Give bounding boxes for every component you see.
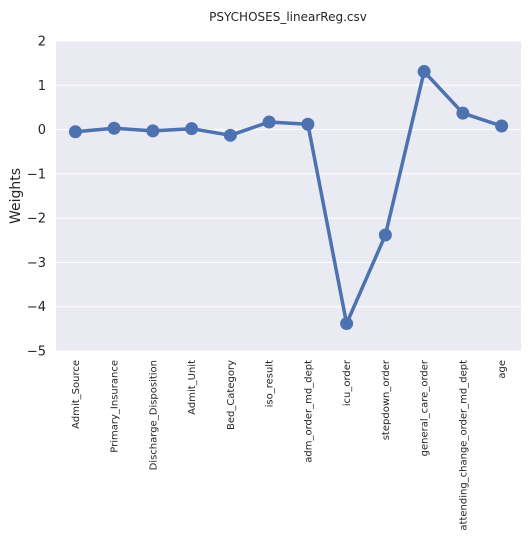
data-point	[340, 317, 354, 331]
y-tick-label: −4	[27, 300, 46, 315]
x-tick-label: icu_order	[342, 359, 353, 406]
data-point	[417, 65, 431, 79]
x-tick-label: Bed_Category	[226, 360, 237, 430]
data-point	[68, 125, 82, 139]
data-point	[107, 121, 121, 135]
data-point	[456, 106, 470, 120]
x-tick-label: adm_order_md_dept	[303, 360, 314, 463]
x-tick-label: Admit_Source	[71, 360, 82, 429]
x-tick-label: Admit_Unit	[187, 360, 198, 415]
y-tick-label: 2	[38, 35, 46, 50]
x-tick-label: age	[497, 360, 508, 379]
y-tick-label: −5	[27, 345, 46, 360]
data-point	[185, 122, 199, 136]
data-point	[223, 128, 237, 142]
y-tick-label: 0	[38, 123, 46, 138]
data-point	[495, 119, 509, 133]
x-tick-label: stepdown_order	[381, 359, 392, 440]
y-tick-label: −2	[27, 212, 46, 227]
x-tick-label: iso_result	[265, 360, 276, 407]
x-tick-label: general_care_order	[420, 359, 431, 456]
y-tick-label: −3	[27, 256, 46, 271]
x-tick-label: Primary_Insurance	[110, 360, 121, 453]
y-axis-label: Weights	[8, 168, 24, 224]
data-point	[262, 115, 276, 129]
plot-area	[56, 41, 521, 351]
x-tick-label: Discharge_Disposition	[148, 360, 159, 470]
chart-title: PSYCHOSES_linearReg.csv	[209, 10, 367, 24]
x-tick-label: attending_change_order_md_dept	[458, 360, 469, 531]
data-point	[146, 124, 160, 138]
y-tick-label: 1	[38, 79, 46, 94]
data-point	[378, 228, 392, 242]
data-point	[301, 117, 315, 131]
y-tick-label: −1	[27, 167, 46, 182]
